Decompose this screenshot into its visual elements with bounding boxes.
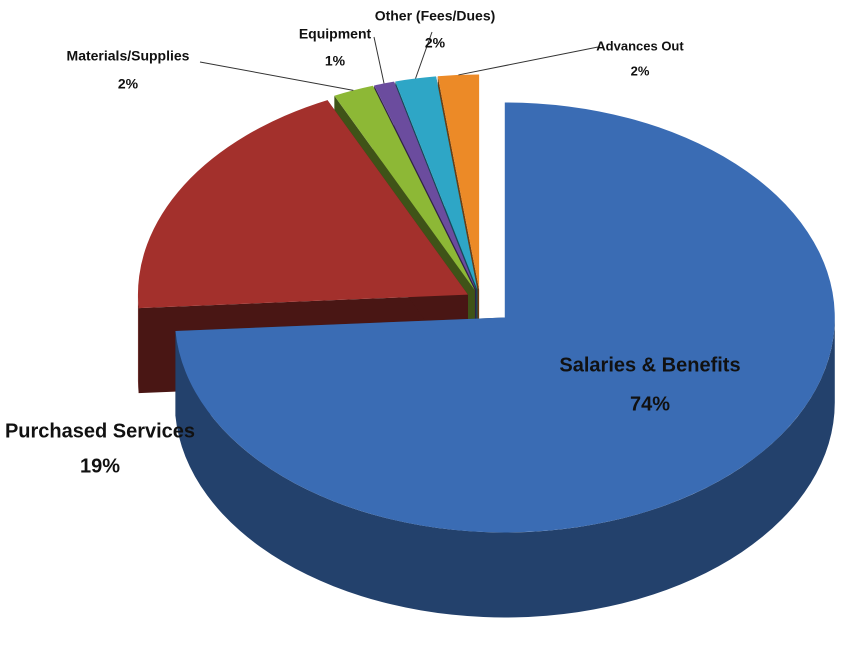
slice-label: Materials/Supplies bbox=[67, 48, 190, 64]
leader-line bbox=[415, 31, 433, 79]
slice-label: Purchased Services bbox=[5, 420, 195, 442]
leader-line bbox=[458, 46, 599, 76]
slice bbox=[175, 102, 835, 618]
slice-value-label: 19% bbox=[80, 455, 120, 477]
slice-top bbox=[334, 85, 475, 291]
leader-line bbox=[373, 36, 385, 84]
leader-line bbox=[199, 61, 354, 91]
slice-top bbox=[137, 100, 468, 309]
slice-label: Other (Fees/Dues) bbox=[375, 8, 496, 24]
slice-top bbox=[437, 74, 480, 290]
slice-wall bbox=[175, 317, 835, 618]
slice-label: Advances Out bbox=[596, 38, 684, 53]
slice-value-label: 2% bbox=[118, 76, 139, 92]
slice-label: Equipment bbox=[299, 26, 372, 42]
slice-top bbox=[374, 81, 477, 290]
slice-value-label: 2% bbox=[425, 35, 446, 51]
slice-top bbox=[395, 76, 478, 290]
slice-value-label: 1% bbox=[325, 53, 346, 69]
slice-value-label: 2% bbox=[631, 63, 650, 78]
slice-label: Salaries & Benefits bbox=[559, 354, 740, 376]
slice-wall bbox=[137, 294, 139, 394]
slice-value-label: 74% bbox=[630, 393, 670, 415]
slice-top bbox=[175, 102, 835, 533]
